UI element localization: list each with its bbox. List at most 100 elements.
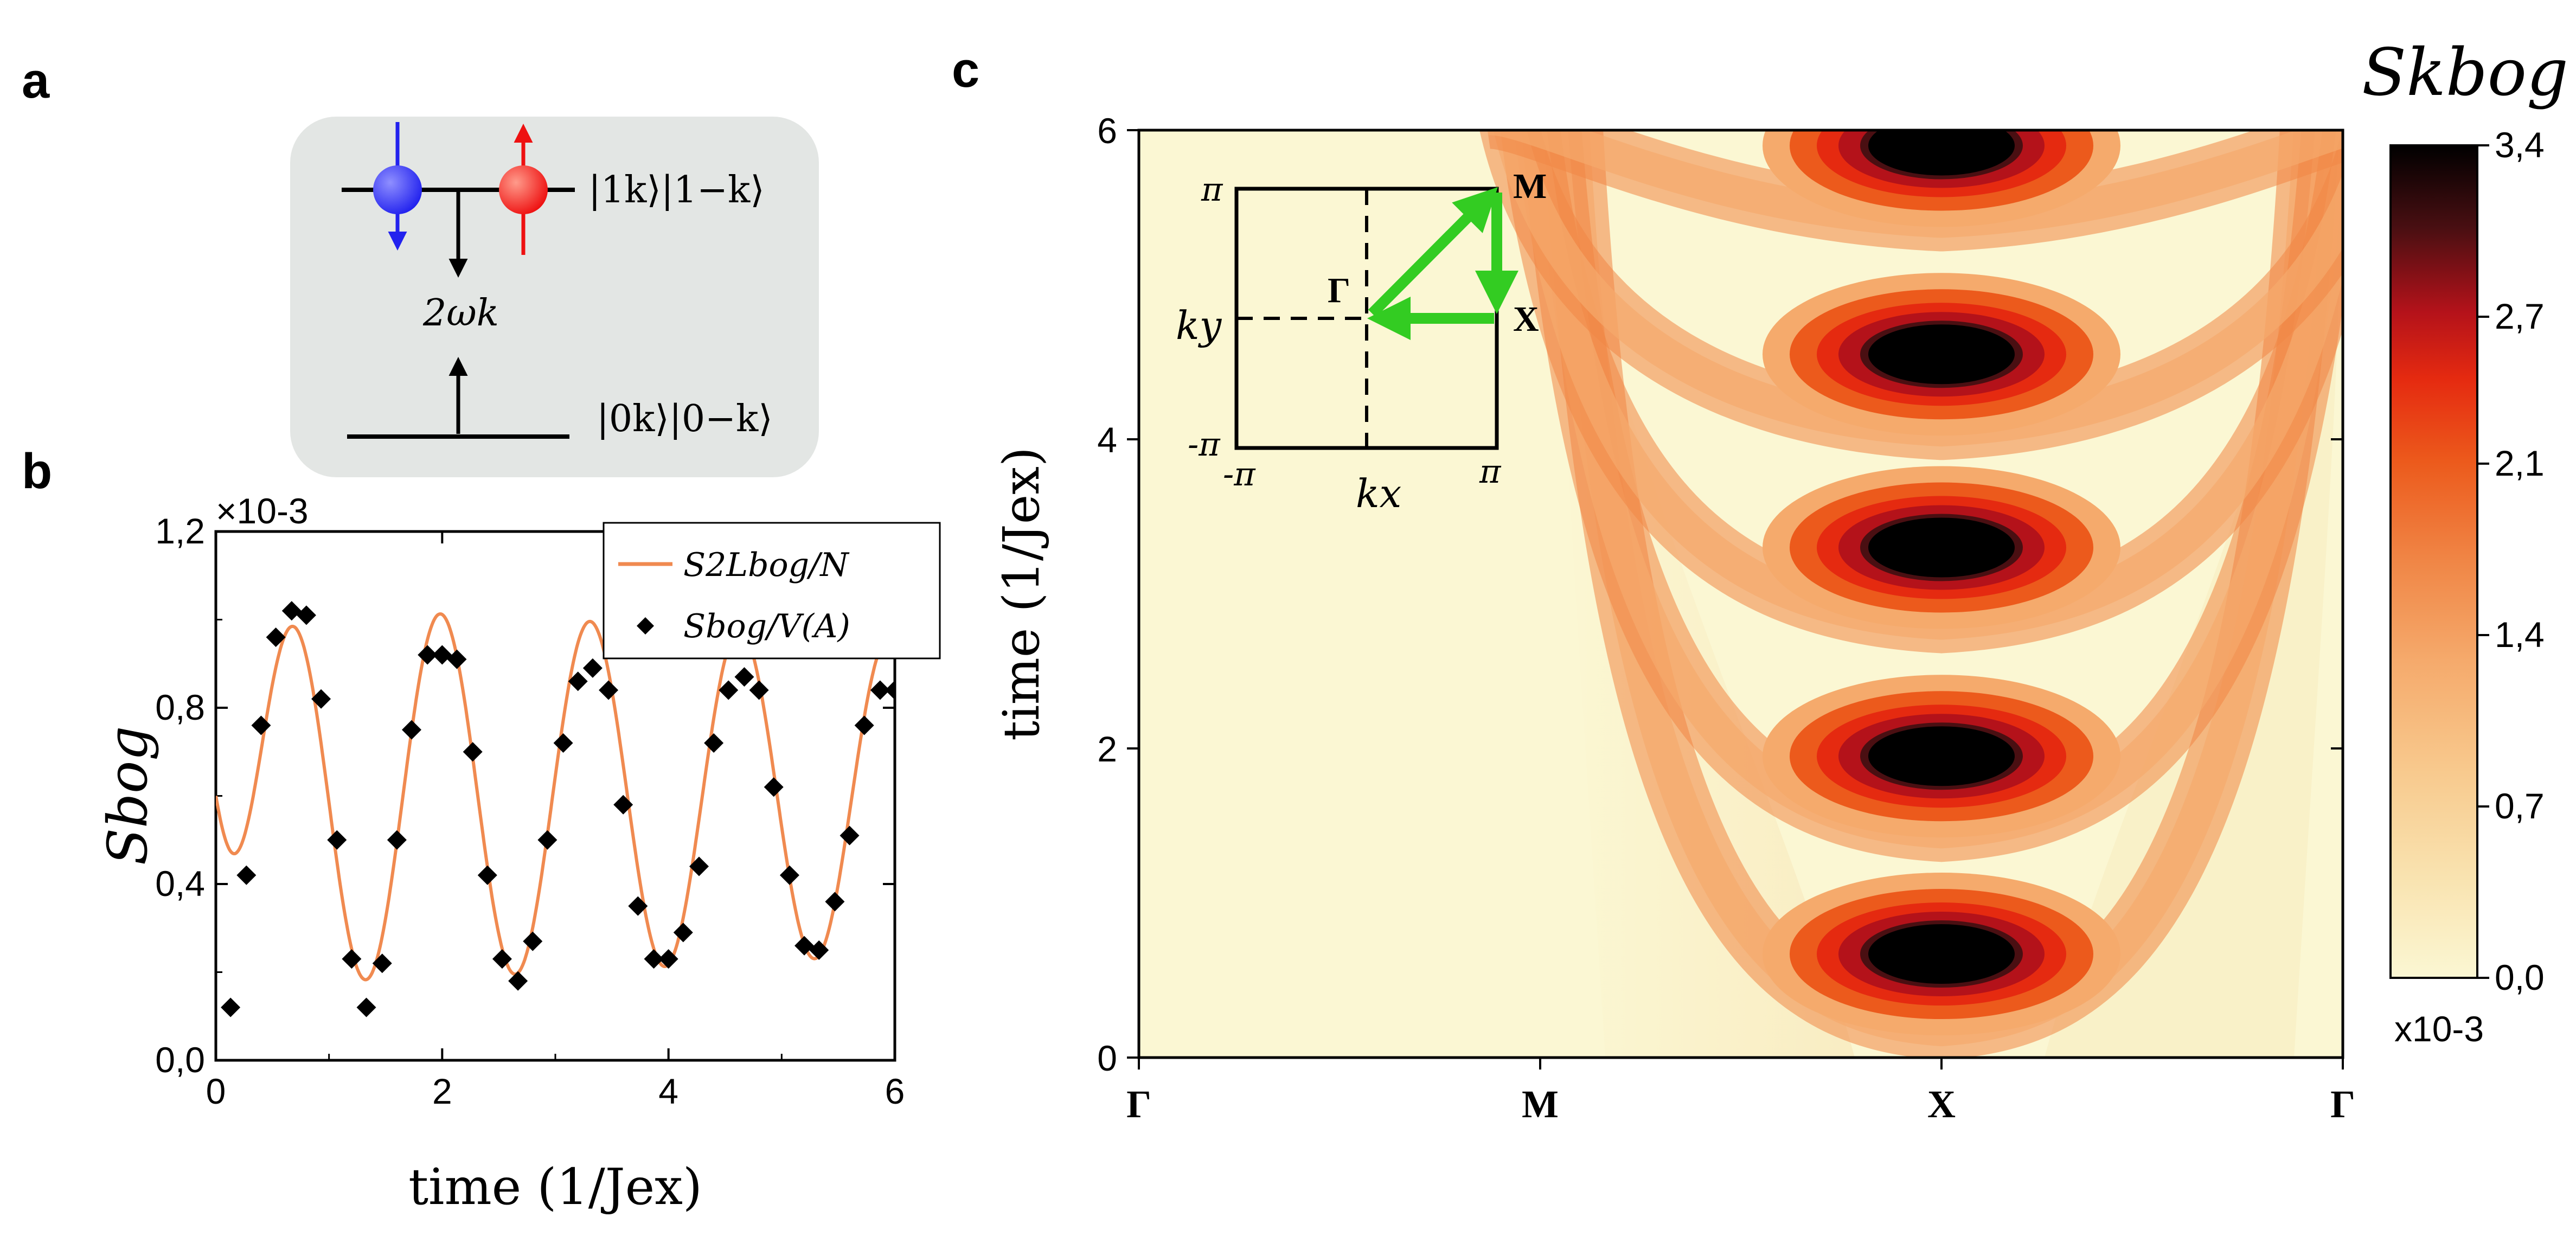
b-data-point [236,865,257,885]
c-colorbar-tick-label: 1,4 [2495,614,2545,655]
gap-label: 2ωk [422,292,499,335]
c-colorbar: Skbog 0,0 0,7 1,4 2,1 2,7 3,4 x10-3 [2362,35,2568,1049]
panel-letter-c: c [952,42,979,98]
b-y-axis-label: Sbog [96,726,159,866]
b-data-point [658,949,678,969]
c-inset-m-label: M [1513,166,1547,206]
b-data-point [356,997,376,1017]
b-data-point [870,680,890,700]
b-data-point [854,715,874,735]
b-data-point [794,936,815,956]
b-data-point [673,923,693,943]
c-lobes [1763,130,2120,1036]
b-x-tick-label: 4 [658,1071,678,1111]
b-x-tick-label: 6 [885,1071,905,1111]
c-x-tick-label: M [1522,1083,1559,1126]
b-data-point [568,671,588,691]
b-legend-line-label: S2Lbog/N [683,546,850,584]
c-inset-right-tick: π [1479,453,1502,491]
c-colorbar-tick-label: 2,7 [2495,296,2545,336]
b-data-point [492,949,512,969]
panel-letter-b: b [22,444,52,499]
panel-a-energy-diagram: |1k⟩|1−k⟩ |0k⟩|0−k⟩ 2ωk [290,117,819,477]
panel-letter-a: a [22,53,50,108]
c-colorbar-multiplier: x10-3 [2394,1009,2484,1049]
c-inset: Γ M X π -π -π π ky kx [1176,166,1547,516]
b-data-point [508,971,528,991]
c-x-tick-label: Γ [1126,1083,1151,1126]
b-data-point [764,777,784,797]
c-heatmap [1139,130,2343,1058]
c-y-tick-label: 4 [1097,420,1117,460]
b-y-multiplier: ×10-3 [216,491,309,531]
b-data-point [825,892,845,912]
c-lobe-layer [1868,324,2015,385]
c-x-tick-label: Γ [2330,1083,2355,1126]
b-data-point [342,949,362,969]
b-ticks: 0 2 4 6 0,0 0,4 0,8 1,2 [155,511,905,1111]
b-series-points [221,601,895,1017]
b-x-tick-label: 2 [432,1071,452,1111]
c-inset-x-label: X [1513,299,1539,339]
c-lobe-layer [1868,726,2015,786]
b-data-point [523,931,543,951]
b-data-point [689,856,709,876]
b-legend-box [603,522,941,659]
b-y-tick-label: 0,8 [155,687,205,727]
c-inset-top-tick: π [1201,171,1223,209]
b-legend: S2Lbog/N Sbog/V(A) [603,522,941,659]
b-data-point [432,645,452,665]
b-data-point [644,949,664,969]
panel-b-chart: ×10-3 0 2 4 6 0,0 0,4 0,8 1,2 time (1/Jex) Sbog… [96,491,941,1216]
b-data-point [477,865,497,885]
b-data-point [327,830,347,850]
b-data-point [387,830,407,850]
spin-down-particle [373,165,422,214]
c-right-fade [2045,130,2343,1058]
b-data-point [401,720,421,740]
c-colorbar-title: Skbog [2362,35,2568,111]
c-x-tick-label: X [1927,1083,1956,1126]
b-data-point [749,680,769,700]
c-colorbar-ticks: 0,0 0,7 1,4 2,1 2,7 3,4 [2477,125,2545,997]
b-data-point [704,733,724,753]
c-y-axis-label: time (1/Jex) [992,447,1050,741]
b-data-point [885,680,895,700]
b-data-point [613,795,633,815]
c-lobe-layer [1868,130,2015,176]
b-y-tick-label: 0,4 [155,863,205,904]
c-left-fade [1556,130,1855,1058]
c-lobe-layer [1868,517,2015,578]
b-plot-area [216,601,895,1017]
b-data-point [840,825,860,846]
b-data-point [463,742,483,762]
b-legend-points-label: Sbog/V(A) [683,607,850,645]
c-y-tick-label: 2 [1097,729,1117,769]
b-data-point [251,715,271,735]
c-inset-ky-label: ky [1176,303,1222,348]
c-lobe-layer [1868,924,2015,984]
b-y-tick-label: 1,2 [155,511,205,551]
lower-level-label: |0k⟩|0−k⟩ [597,398,773,440]
c-inset-bottom-tick: -π [1188,426,1221,464]
b-x-tick-label: 0 [206,1071,226,1111]
c-inset-gamma-label: Γ [1328,271,1350,310]
b-data-point [628,896,648,916]
b-data-point [266,627,286,647]
upper-level-label: |1k⟩|1−k⟩ [588,169,765,212]
c-inset-arrow-gamma-m [1368,187,1498,318]
b-data-point [779,865,799,885]
b-data-point [221,997,241,1017]
b-data-point [281,601,302,621]
b-data-point [447,649,467,669]
b-x-axis-label: time (1/Jex) [408,1158,702,1216]
c-colorbar-bar [2389,144,2478,979]
c-inset-left-tick: -π [1223,456,1256,494]
spin-up-particle [499,165,548,214]
c-colorbar-tick-label: 0,0 [2495,957,2545,997]
c-colorbar-tick-label: 3,4 [2495,125,2545,165]
b-data-point [296,605,316,625]
